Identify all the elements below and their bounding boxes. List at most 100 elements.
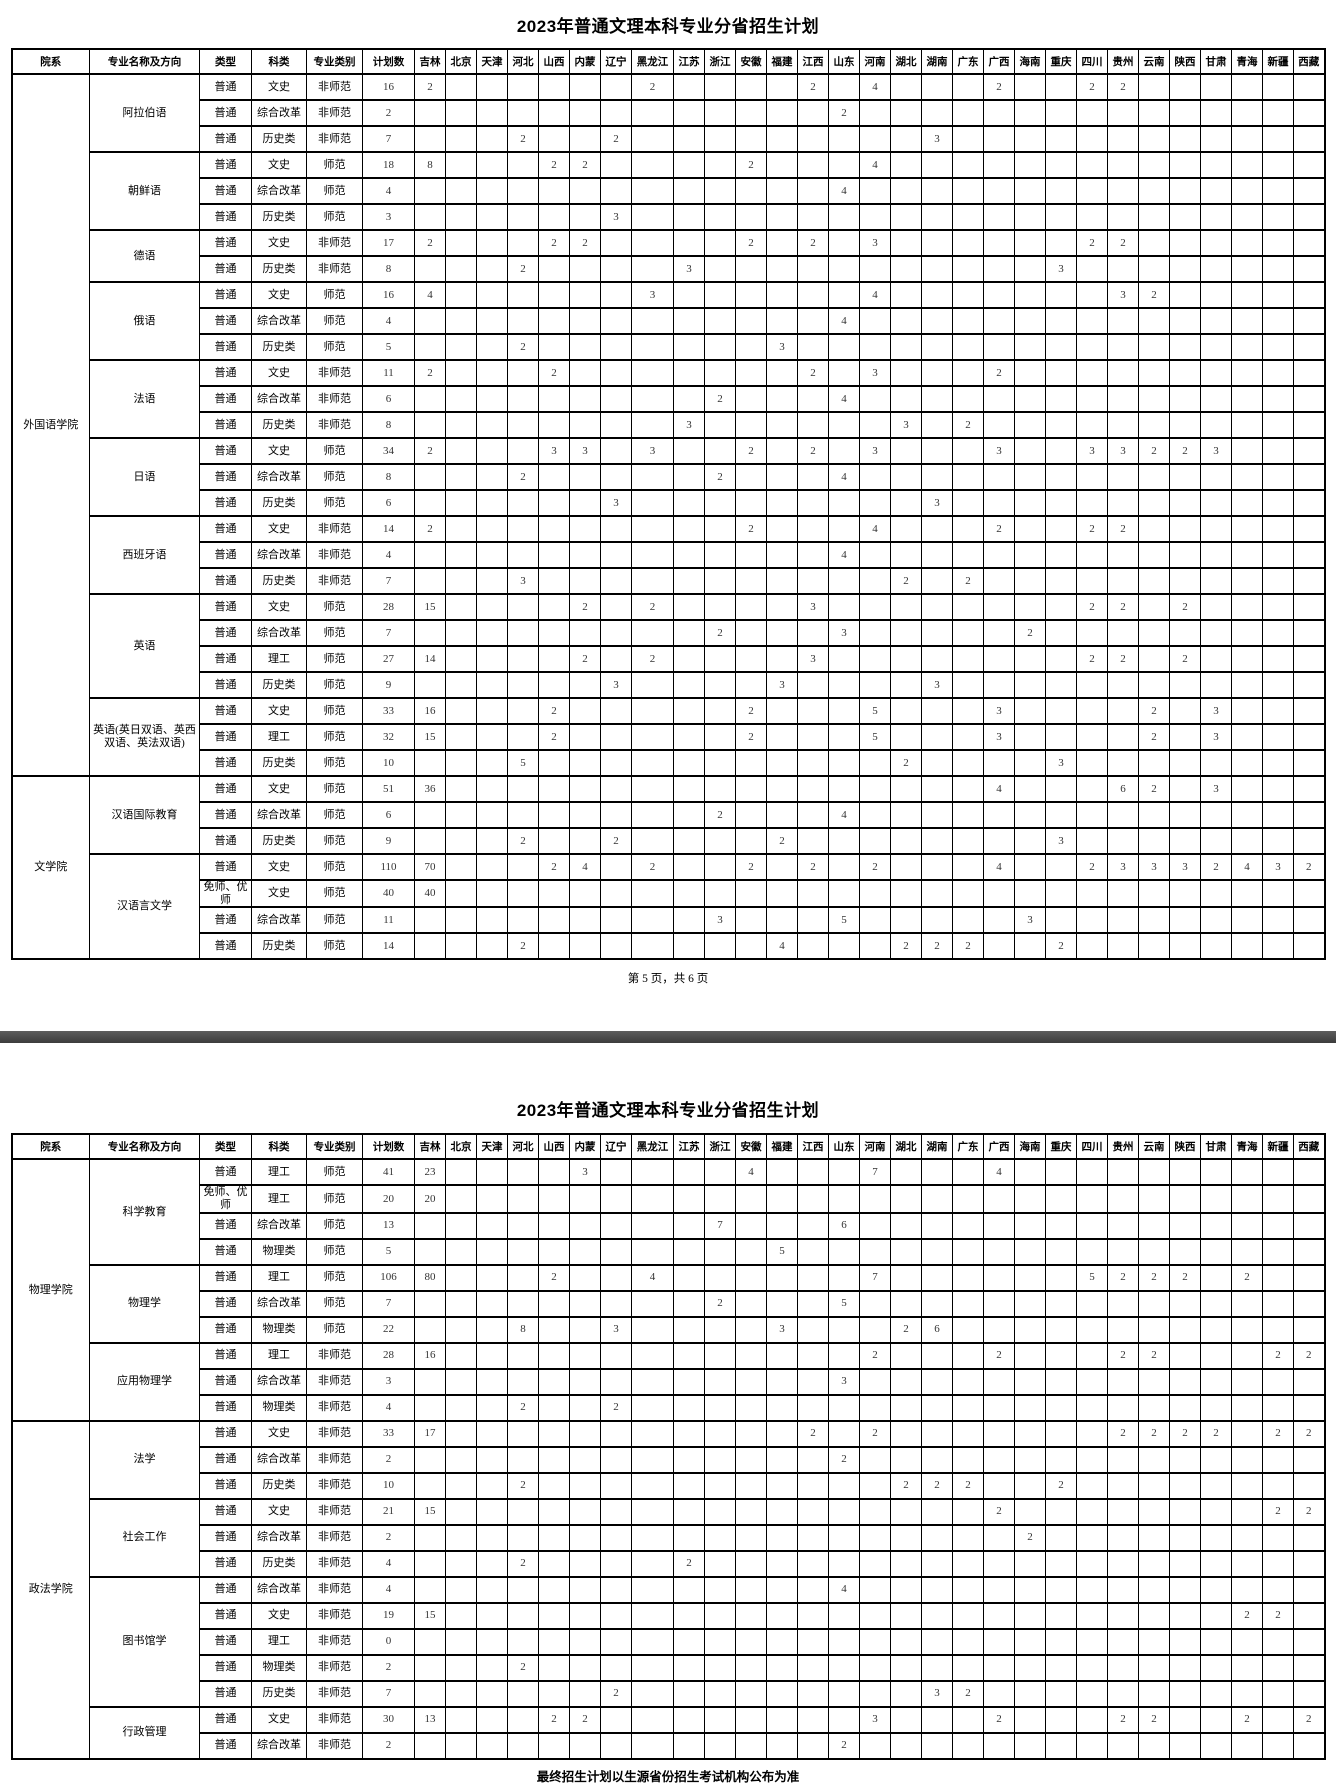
province-value-cell (1293, 1627, 1325, 1656)
province-value-cell: 3 (859, 359, 891, 387)
province-value-cell: 70 (414, 853, 446, 881)
province-value-cell (631, 827, 674, 855)
province-value-cell (921, 1419, 953, 1448)
province-value-cell: 2 (538, 853, 570, 881)
province-value-cell (1231, 99, 1263, 127)
province-value-cell (1076, 1601, 1108, 1630)
province-value-cell (797, 1289, 829, 1318)
province-value-cell (859, 1445, 891, 1474)
province-value-cell (766, 619, 798, 647)
province-value-cell (1169, 775, 1201, 803)
province-value-cell (890, 177, 922, 205)
province-value-cell (704, 489, 736, 517)
province-value-cell (921, 281, 953, 309)
province-value-cell (1076, 1731, 1108, 1760)
category-cell: 非师范 (306, 1679, 363, 1708)
province-value-cell (1231, 463, 1263, 491)
province-value-cell (704, 853, 736, 881)
province-value-cell: 14 (414, 645, 446, 673)
province-value-cell (1293, 1211, 1325, 1240)
table-row: 普通 理工 师范 32 15 2 2 5 3 2 3 (12, 723, 1325, 751)
province-value-cell (828, 1627, 860, 1656)
province-value-cell (1169, 1211, 1201, 1240)
province-value-cell (1138, 1653, 1170, 1682)
province-value-cell (631, 359, 674, 387)
table-row: 普通 综合改革 非师范 4 4 (12, 541, 1325, 569)
category-cell: 师范 (306, 1263, 363, 1292)
province-value-cell (507, 281, 539, 309)
province-value-cell (704, 1341, 736, 1370)
province-value-cell (921, 151, 953, 179)
province-value-cell (1200, 1263, 1232, 1292)
type-cell: 普通 (199, 853, 252, 881)
province-value-cell (1169, 281, 1201, 309)
province-value-cell (1200, 1549, 1232, 1578)
province-value-cell (673, 177, 705, 205)
province-value-cell (1262, 385, 1294, 413)
subject-cell: 历史类 (251, 567, 307, 595)
province-value-cell (476, 1341, 508, 1370)
province-value-cell (569, 541, 601, 569)
plan-total-cell: 7 (362, 567, 415, 595)
table-row: 文学院 汉语国际教育 普通 文史 师范 51 36 4 6 2 3 (11, 774, 1325, 961)
province-value-cell (828, 125, 860, 153)
province-value-cell (890, 645, 922, 673)
province-value-cell (1262, 1445, 1294, 1474)
province-value-cell (704, 73, 736, 101)
province-value-cell: 2 (704, 1289, 736, 1318)
plan-total-cell: 7 (362, 1289, 415, 1318)
province-value-cell (704, 541, 736, 569)
province-value-cell (1014, 255, 1046, 283)
major-cell: 日语 (89, 437, 200, 517)
subject-cell: 综合改革 (251, 1367, 307, 1396)
province-value-cell (1293, 307, 1325, 335)
province-value-cell (735, 878, 767, 909)
province-value-cell (414, 749, 446, 777)
province-value-cell (445, 1497, 477, 1526)
province-value-cell (673, 1471, 705, 1500)
province-value-cell (1262, 1184, 1294, 1214)
province-value-cell (600, 801, 632, 829)
province-value-cell (1200, 1289, 1232, 1318)
province-value-cell (1045, 177, 1077, 205)
province-value-cell (859, 593, 891, 621)
province-value-cell (1014, 385, 1046, 413)
province-value-cell (766, 99, 798, 127)
province-value-cell (538, 281, 570, 309)
province-value-cell (1293, 463, 1325, 491)
province-value-cell (1138, 567, 1170, 595)
province-value-cell (1169, 671, 1201, 699)
province-header: 江苏 (673, 48, 705, 75)
major-cell: 法语 (89, 359, 200, 439)
category-cell: 师范 (306, 281, 363, 309)
type-cell: 普通 (199, 906, 252, 935)
province-value-cell (538, 411, 570, 439)
plan-total-cell: 3 (362, 1367, 415, 1396)
subject-cell: 历史类 (251, 333, 307, 361)
table-row: 普通 综合改革 非师范 2 2 (12, 1731, 1325, 1760)
province-value-cell (952, 906, 984, 935)
province-value-cell (952, 827, 984, 855)
province-value-cell (414, 932, 446, 961)
province-value-cell (673, 1184, 705, 1214)
enrollment-table-page-5: 院系 专业名称及方向 类型 科类 专业类别 计划数 吉林 北京 天津 河北 山西 内蒙 辽宁 黑龙江 江苏浙… (10, 48, 1326, 961)
province-value-cell (797, 1263, 829, 1292)
province-value-cell (445, 255, 477, 283)
province-value-cell (1200, 151, 1232, 179)
province-value-cell (631, 619, 674, 647)
province-value-cell (921, 645, 953, 673)
province-value-cell (952, 229, 984, 257)
province-value-cell (631, 1549, 674, 1578)
province-value-cell (1169, 1731, 1201, 1760)
province-value-cell (704, 151, 736, 179)
province-value-cell (476, 307, 508, 335)
province-value-cell (1293, 151, 1325, 179)
province-value-cell (1107, 1367, 1139, 1396)
province-value-cell (735, 749, 767, 777)
province-value-cell (1107, 1575, 1139, 1604)
province-value-cell (890, 1393, 922, 1422)
subject-cell: 历史类 (251, 411, 307, 439)
province-value-cell (507, 151, 539, 179)
province-value-cell (735, 1237, 767, 1266)
province-value-cell (1076, 1158, 1108, 1187)
